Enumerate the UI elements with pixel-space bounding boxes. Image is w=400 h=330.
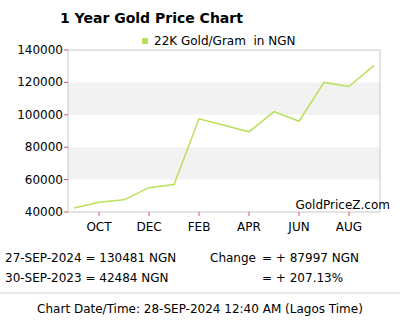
title: 1 Year Gold Price Chart — [60, 10, 243, 26]
y-tick — [64, 114, 68, 115]
latest-price: 27-SEP-2024 = 130481 NGN — [5, 251, 176, 265]
change-value: = + 87997 NGN — [262, 251, 359, 265]
chart: 1 Year Gold Price Chart 40000 60000 80000 10… — [0, 0, 400, 330]
x-tick-label: DEC — [136, 220, 161, 234]
y-tick-label: 140000 — [17, 43, 63, 57]
plot-frame — [68, 50, 380, 212]
series-line — [74, 65, 374, 208]
x-tick — [299, 212, 300, 216]
legend-label: 22K Gold/Gram in NGN — [154, 34, 296, 48]
x-tick — [249, 212, 250, 216]
y-tick — [64, 212, 68, 213]
x-tick-label: JUN — [287, 220, 309, 234]
x-tick — [349, 212, 350, 216]
chart-date: Chart Date/Time: 28-SEP-2024 12:40 AM (L… — [37, 302, 363, 316]
marks — [74, 65, 374, 208]
watermark: GoldPriceZ.com — [295, 198, 390, 212]
background — [0, 0, 400, 330]
x-tick — [99, 212, 100, 216]
y-tick — [64, 82, 68, 83]
y-tick-label: 100000 — [17, 108, 63, 122]
y-tick — [64, 50, 68, 51]
y-tick — [64, 179, 68, 180]
grid-band — [68, 147, 380, 179]
x-tick-label: OCT — [86, 220, 112, 234]
x-tick — [149, 212, 150, 216]
x-tick-label: AUG — [336, 220, 362, 234]
legend-swatch — [142, 38, 148, 44]
y-tick-label: 120000 — [17, 75, 63, 89]
grid-band — [68, 82, 380, 114]
first-price: 30-SEP-2023 = 42484 NGN — [5, 271, 169, 285]
x-tick — [199, 212, 200, 216]
x-tick-label: FEB — [188, 220, 211, 234]
x-tick-label: APR — [237, 220, 261, 234]
separator — [0, 293, 400, 294]
y-tick — [64, 147, 68, 148]
change-percent: = + 207.13% — [262, 271, 343, 285]
y-tick-label: 60000 — [25, 173, 63, 187]
y-tick-label: 40000 — [25, 205, 63, 219]
change-label: Change — [210, 251, 256, 265]
plot-area — [68, 50, 380, 212]
y-tick-label: 80000 — [25, 140, 63, 154]
